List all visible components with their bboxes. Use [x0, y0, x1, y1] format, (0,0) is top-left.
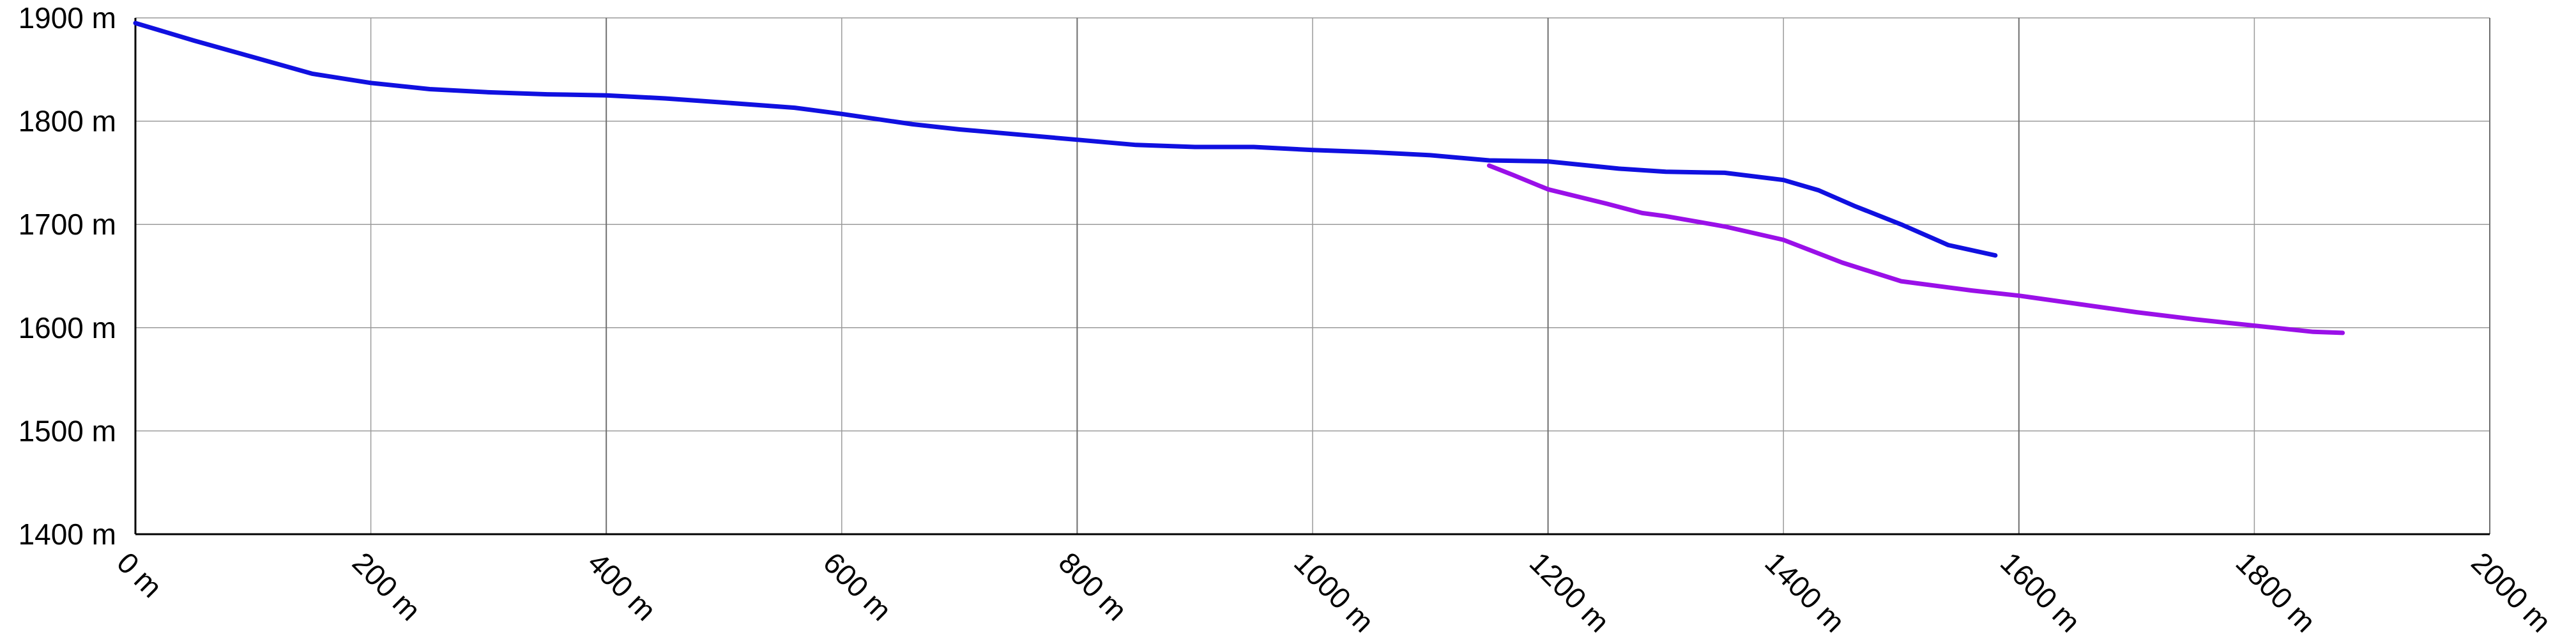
y-tick-label: 1700 m [19, 208, 116, 241]
grid [135, 17, 2490, 534]
series-layer [133, 20, 2345, 335]
x-axis-tick-labels: 0 m 200 m 400 m 600 m 800 m 1000 m 1200 m 1400 … [111, 546, 2557, 638]
x-tick-label: 1800 m [2230, 546, 2322, 638]
x-tick-label: 400 m [581, 546, 662, 627]
x-tick-label: 1000 m [1288, 546, 1380, 638]
series-line-1 [133, 20, 1998, 258]
x-tick-label: 1400 m [1758, 546, 1851, 638]
y-axis-tick-labels: 1400 m 1500 m 1600 m 1700 m 1800 m 1900 m [19, 1, 116, 551]
x-tick-label: 200 m [346, 546, 427, 627]
x-tick-label: 800 m [1053, 546, 1134, 627]
x-tick-label: 1600 m [1994, 546, 2087, 638]
x-tick-label: 2000 m [2465, 546, 2557, 638]
y-tick-label: 1400 m [19, 518, 116, 551]
x-tick-label: 600 m [817, 546, 898, 627]
y-tick-label: 1500 m [19, 414, 116, 447]
x-tick-label: 0 m [111, 546, 169, 604]
y-tick-label: 1600 m [19, 311, 116, 344]
y-tick-label: 1800 m [19, 105, 116, 138]
series-line-2 [1486, 163, 2345, 335]
x-tick-label: 1200 m [1523, 546, 1616, 638]
y-tick-label: 1900 m [19, 1, 116, 35]
axes [134, 18, 2490, 535]
